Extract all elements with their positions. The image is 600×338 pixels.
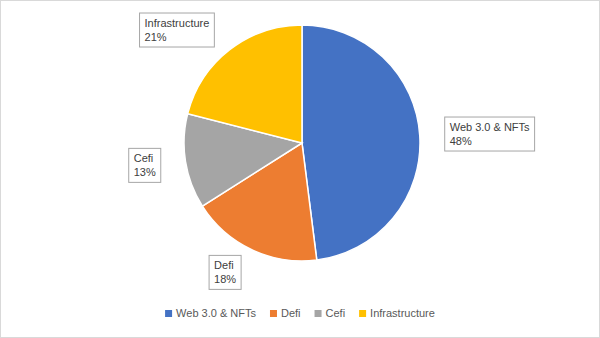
data-label-value: 13% <box>134 166 156 178</box>
data-label-category: Infrastructure <box>145 17 210 29</box>
legend-swatch <box>165 310 172 317</box>
chart: Web 3.0 & NFTs 48% Defi 18% Cefi 13% Infrastru… <box>0 0 600 338</box>
callout: Defi 18% <box>209 255 241 289</box>
callout: Infrastructure 21% <box>140 13 215 47</box>
data-label-category: Web 3.0 & NFTs <box>450 121 530 133</box>
data-label-value: 48% <box>450 135 472 147</box>
legend: Web 3.0 & NFTs Defi Cefi Infrastructure <box>165 307 435 319</box>
legend-item: Web 3.0 & NFTs <box>165 307 256 319</box>
legend-label: Defi <box>281 307 301 319</box>
callout: Cefi 13% <box>129 148 161 182</box>
legend-label: Infrastructure <box>370 307 435 319</box>
data-labels: Web 3.0 & NFTs 48% Defi 18% Cefi 13% Infrastru… <box>129 13 535 289</box>
callout-box <box>209 255 241 289</box>
legend-item: Cefi <box>315 307 346 319</box>
pie-slice <box>302 25 420 260</box>
legend-item: Infrastructure <box>359 307 435 319</box>
legend-label: Cefi <box>326 307 346 319</box>
pie <box>184 25 420 261</box>
legend-swatch <box>315 310 322 317</box>
legend-swatch <box>270 310 277 317</box>
data-label-category: Defi <box>214 259 234 271</box>
chart-frame <box>1 1 600 338</box>
data-label-value: 21% <box>145 31 167 43</box>
legend-swatch <box>359 310 366 317</box>
callout-box <box>129 148 161 182</box>
data-label-category: Cefi <box>134 152 154 164</box>
callout: Web 3.0 & NFTs 48% <box>445 117 535 151</box>
callout-box <box>445 117 535 151</box>
legend-item: Defi <box>270 307 301 319</box>
callout-box <box>140 13 215 47</box>
legend-label: Web 3.0 & NFTs <box>176 307 256 319</box>
data-label-value: 18% <box>214 273 236 285</box>
